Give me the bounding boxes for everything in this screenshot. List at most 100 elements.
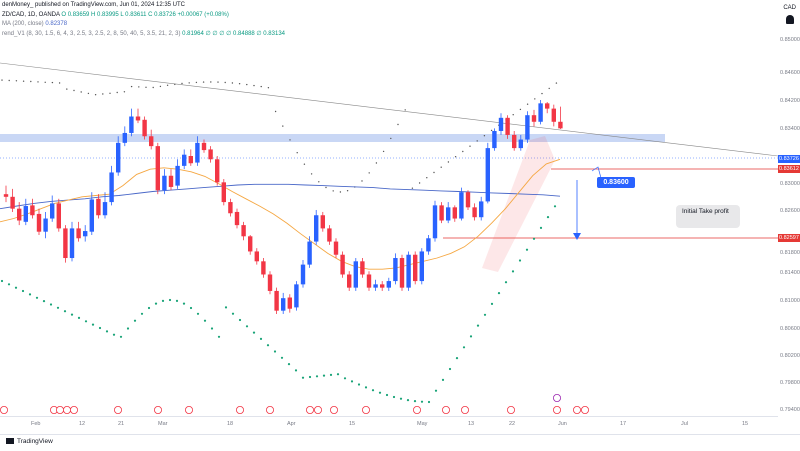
event-marker[interactable] — [265, 405, 274, 414]
upper-band-dot — [382, 150, 385, 153]
candle-body — [43, 218, 48, 232]
candle-body — [228, 202, 233, 214]
candle-body — [439, 205, 444, 221]
candle-body — [525, 115, 530, 140]
event-marker[interactable] — [412, 405, 421, 414]
candle-body — [446, 207, 451, 221]
lower-band-dot — [434, 389, 438, 392]
upper-band-dot — [375, 162, 378, 164]
lower-band-dot — [364, 386, 368, 389]
level1-price-label: 0.83612 — [778, 165, 800, 173]
candle-body — [261, 261, 266, 275]
lower-band-dot — [532, 237, 536, 240]
event-marker[interactable] — [361, 405, 370, 414]
event-marker[interactable] — [184, 405, 193, 414]
ma-label: MA (200, close) — [2, 21, 44, 27]
event-marker[interactable] — [63, 405, 72, 414]
event-marker[interactable] — [70, 405, 79, 414]
lower-band-dot — [154, 302, 158, 305]
candle-body — [505, 117, 510, 135]
footer-brand-text: TradingView — [17, 438, 53, 445]
candle-body — [10, 196, 15, 209]
lower-band-dot — [413, 400, 417, 403]
candle-body — [406, 254, 411, 288]
time-tick: 22 — [509, 421, 516, 427]
lower-band-dot — [301, 376, 305, 379]
candle-body — [3, 194, 9, 197]
upper-band-dot — [44, 81, 46, 84]
arrow-head — [573, 233, 581, 240]
lower-band-dot — [245, 325, 249, 328]
event-marker[interactable] — [581, 405, 590, 414]
event-marker[interactable] — [153, 405, 162, 414]
target-pointer — [591, 166, 602, 179]
lower-band-dot — [273, 350, 277, 353]
lower-band-dot — [504, 281, 508, 284]
event-marker[interactable] — [114, 405, 123, 414]
price-tick: 0.79400 — [780, 407, 800, 413]
candle-body — [221, 182, 226, 203]
lower-band-dot — [224, 306, 228, 309]
upper-band-dot — [289, 139, 291, 141]
event-marker[interactable] — [506, 405, 515, 414]
candle-body — [459, 192, 464, 219]
ohlc-values: O 0.83659 H 0.83995 L 0.83611 C 0.83726 … — [61, 12, 229, 18]
trend-line — [0, 62, 779, 157]
candle-body — [56, 203, 61, 229]
event-marker[interactable] — [329, 405, 338, 414]
symbol-ohlc: ZD/CAD, 1D, OANDA O 0.83659 H 0.83995 L … — [2, 12, 229, 18]
event-marker[interactable] — [313, 405, 322, 414]
event-marker[interactable] — [460, 405, 469, 414]
upper-band-dot — [318, 181, 320, 183]
upper-band-dot — [260, 85, 262, 88]
candle-body — [531, 115, 537, 122]
event-marker[interactable] — [305, 405, 314, 414]
upper-band-dot — [440, 166, 442, 168]
candle-body — [545, 103, 550, 109]
indicator-label: rend_V1 (8, 30, 1.5, 6, 4, 3, 2.5, 3, 2.… — [2, 31, 181, 37]
upper-band-dot — [490, 129, 493, 132]
price-tick: 0.82600 — [780, 208, 800, 214]
candle-body — [96, 198, 101, 216]
event-marker[interactable] — [573, 405, 582, 414]
event-marker[interactable] — [235, 405, 244, 414]
upper-band-dot — [246, 83, 248, 86]
price-axis[interactable]: CAD 0.85000 0.84600 0.84200 0.83400 0.83000 0… — [778, 0, 800, 416]
candle-body — [201, 142, 207, 151]
bell-icon[interactable] — [786, 15, 794, 24]
candle-body — [452, 207, 457, 219]
lower-band-dot — [350, 380, 354, 383]
candle-body — [393, 258, 398, 282]
lower-band-dot — [49, 303, 53, 306]
event-marker[interactable] — [56, 405, 65, 414]
chart-area[interactable]: denMoney_ published on TradingView.com, … — [0, 0, 779, 416]
target-label[interactable]: 0.83600 — [597, 177, 635, 188]
take-profit-label[interactable]: Initial Take profit — [676, 205, 740, 228]
time-tick: 18 — [227, 421, 234, 427]
time-tick: Jul — [681, 421, 689, 427]
candle-body — [492, 130, 497, 149]
upper-band-dot — [397, 123, 399, 126]
lower-band-dot — [35, 296, 39, 299]
time-axis[interactable]: Feb 12 21 Mar 18 Apr 15 May 13 22 Jun 17 Jul 15 — [0, 416, 778, 435]
candle-body — [274, 290, 279, 311]
upper-band-dot — [454, 156, 457, 158]
candle-body — [116, 142, 121, 173]
lower-band-dot — [231, 312, 235, 315]
upper-band-dot — [519, 108, 522, 111]
time-tick: 12 — [79, 421, 86, 427]
price-tick: 0.83000 — [780, 181, 800, 187]
footer-brand[interactable]: TradingView — [6, 438, 53, 445]
upper-band-dot — [195, 81, 198, 84]
upper-band-dot — [541, 92, 543, 95]
candle-body — [241, 225, 246, 237]
chart-svg[interactable] — [0, 0, 779, 416]
upper-band-dot — [332, 190, 334, 192]
lower-band-dot — [126, 327, 130, 330]
lower-band-dot — [525, 248, 529, 251]
dividend-marker[interactable] — [553, 393, 562, 402]
event-marker[interactable] — [553, 405, 562, 414]
event-marker[interactable] — [441, 405, 450, 414]
event-marker[interactable] — [0, 405, 8, 414]
lower-band-dot — [315, 375, 319, 378]
